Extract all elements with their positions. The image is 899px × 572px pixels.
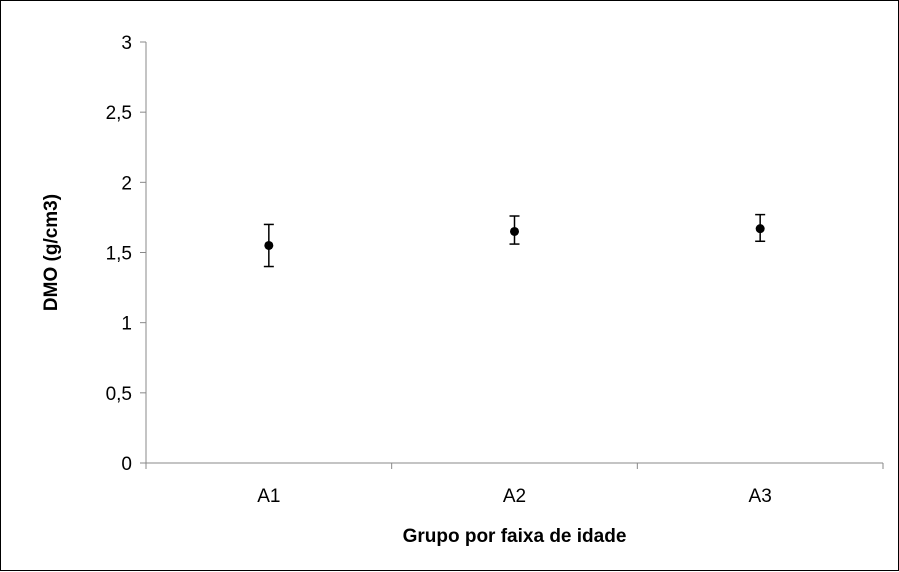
data-points [263,213,766,268]
x-axis-ticks: A1 A2 A3 [145,463,884,507]
y-tick-label: 0,5 [106,384,132,405]
data-point [264,240,274,250]
x-axis-title: Grupo por faixa de idade [403,526,627,547]
y-axis-title: DMO (g/cm3) [41,194,62,311]
x-tick-label: A1 [257,486,280,507]
y-tick-label: 0 [121,454,132,475]
y-tick-label: 3 [121,33,132,54]
x-tick-label: A3 [749,486,772,507]
y-axis-ticks: 0 0,5 1 1,5 2 2,5 3 [106,33,146,475]
y-tick-label: 2 [121,173,132,194]
y-tick-label: 1,5 [106,244,132,265]
y-tick-label: 1 [121,314,132,335]
x-tick-label: A2 [503,486,526,507]
data-point [755,224,765,234]
y-tick-label: 2,5 [106,103,132,124]
data-point [510,226,519,236]
